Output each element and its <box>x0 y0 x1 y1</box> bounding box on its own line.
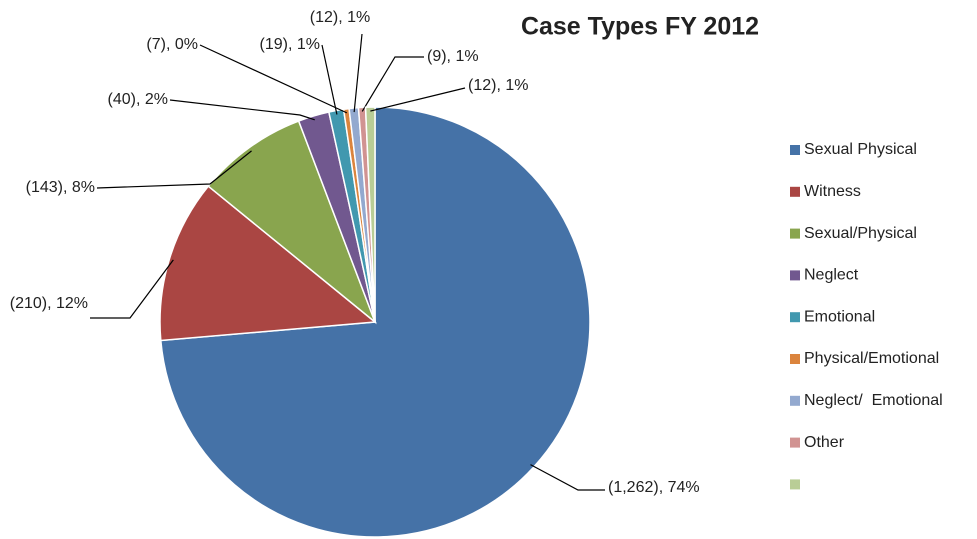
legend-swatch <box>790 479 800 490</box>
legend-label: Sexual/Physical <box>804 225 917 242</box>
chart-title: Case Types FY 2012 <box>521 13 759 41</box>
data-label: (143), 8% <box>26 179 95 196</box>
legend-label: Physical/Emotional <box>804 350 939 367</box>
data-label: (7), 0% <box>146 36 198 53</box>
data-label: (12), 1% <box>468 77 528 94</box>
data-label: (9), 1% <box>427 48 479 65</box>
legend-swatch <box>790 437 800 448</box>
leader-line <box>199 44 348 114</box>
leader-line <box>370 87 466 112</box>
data-label: (1,262), 74% <box>608 479 700 496</box>
legend-swatch <box>790 312 800 323</box>
pie-slice <box>364 106 376 323</box>
pie-slice <box>159 185 377 342</box>
legend-swatch <box>790 186 800 197</box>
leader-line <box>530 464 605 491</box>
data-label: (12), 1% <box>310 9 370 26</box>
data-label: (19), 1% <box>260 36 320 53</box>
legend-swatch <box>790 270 800 281</box>
legend-label: Sexual Physical <box>804 141 917 158</box>
leader-line <box>96 150 252 189</box>
legend-label: Witness <box>804 183 861 200</box>
leader-line <box>169 99 315 121</box>
legend-label: Other <box>804 434 845 451</box>
legend-swatch <box>790 354 800 364</box>
data-label: (40), 2% <box>108 91 168 108</box>
leader-line <box>353 33 363 113</box>
legend-swatch <box>790 145 800 155</box>
legend-label: Emotional <box>804 308 875 325</box>
leader-line <box>321 44 338 115</box>
data-label: (210), 12% <box>10 295 88 312</box>
legend-swatch <box>790 228 800 239</box>
legend-label: Neglect/ Emotional <box>804 392 943 409</box>
legend-label: Neglect <box>804 267 859 284</box>
leader-line <box>361 56 424 112</box>
leader-line <box>90 259 174 319</box>
legend-swatch <box>790 395 800 406</box>
